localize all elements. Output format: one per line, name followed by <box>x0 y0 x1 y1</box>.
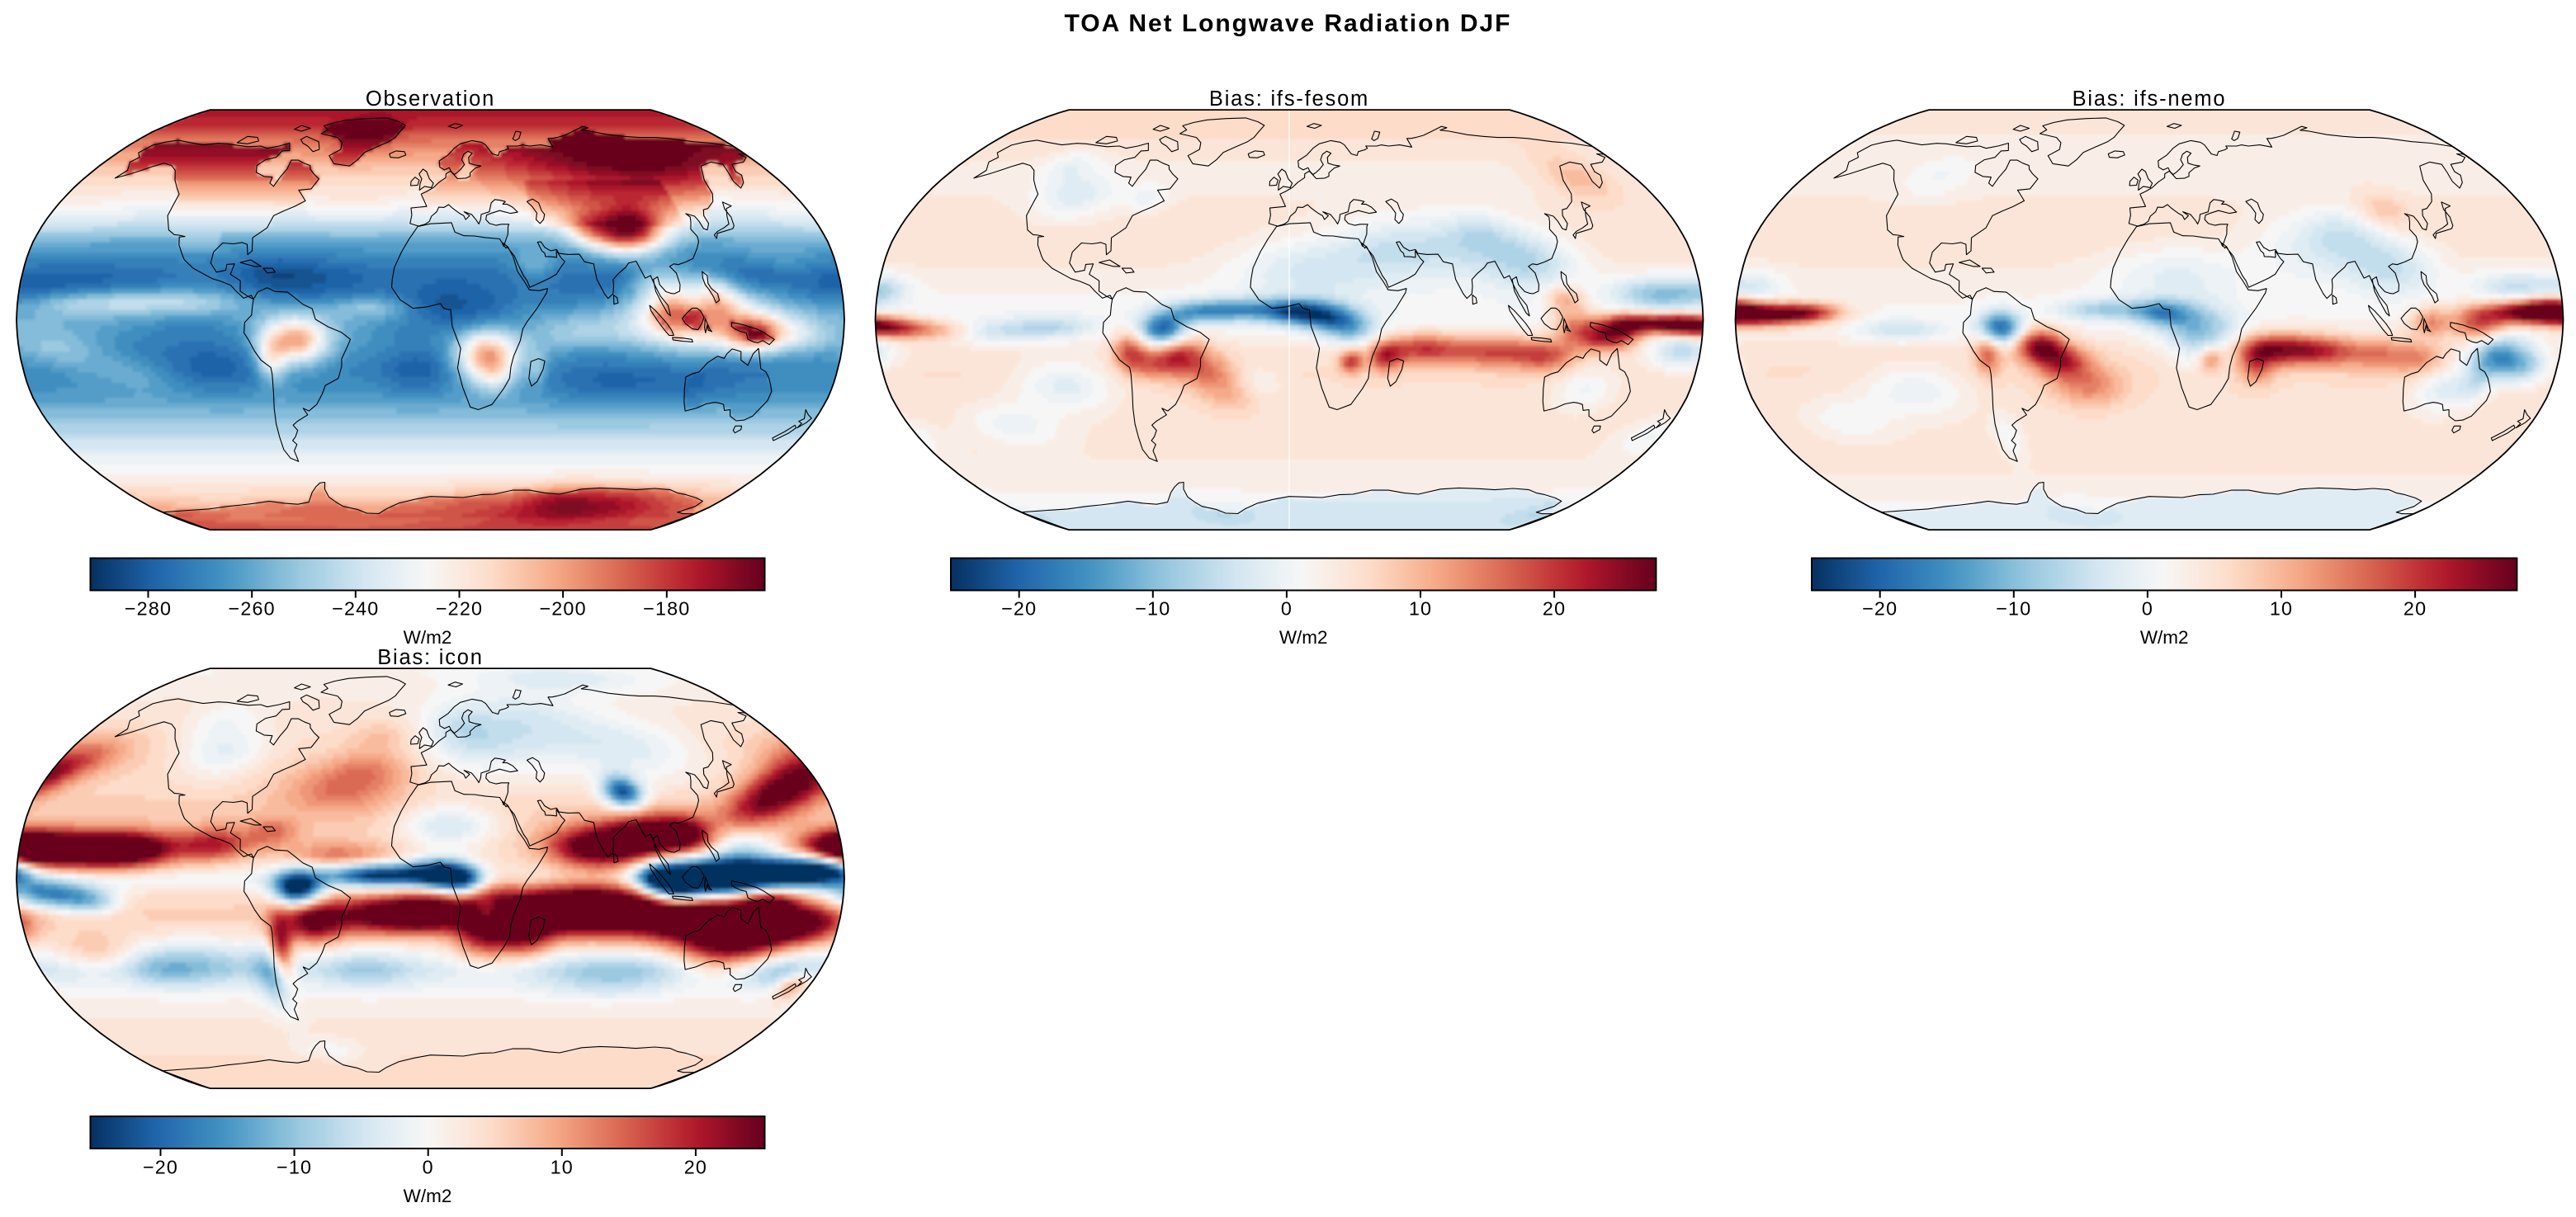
svg-text:10: 10 <box>2270 598 2293 620</box>
svg-text:−10: −10 <box>1135 598 1170 620</box>
svg-text:−20: −20 <box>143 1157 178 1178</box>
svg-text:20: 20 <box>684 1157 707 1178</box>
svg-text:0: 0 <box>423 1157 434 1178</box>
svg-text:W/m2: W/m2 <box>1279 627 1328 648</box>
svg-text:0: 0 <box>1281 598 1293 620</box>
svg-text:−240: −240 <box>332 598 379 620</box>
svg-text:−180: −180 <box>643 598 690 620</box>
svg-text:−220: −220 <box>436 598 483 620</box>
svg-text:−20: −20 <box>1862 598 1898 620</box>
svg-text:Bias: ifs-nemo: Bias: ifs-nemo <box>2073 87 2227 111</box>
svg-text:W/m2: W/m2 <box>2140 627 2189 648</box>
svg-text:−280: −280 <box>125 598 172 620</box>
svg-text:20: 20 <box>2403 598 2427 620</box>
svg-text:10: 10 <box>1409 598 1432 620</box>
svg-text:−10: −10 <box>277 1157 312 1178</box>
svg-text:Observation: Observation <box>366 87 495 111</box>
svg-text:−20: −20 <box>1001 598 1037 620</box>
svg-text:−10: −10 <box>1996 598 2031 620</box>
svg-text:Bias: icon: Bias: icon <box>377 646 484 669</box>
svg-text:W/m2: W/m2 <box>404 627 452 648</box>
svg-text:−260: −260 <box>229 598 276 620</box>
svg-text:Bias: ifs-fesom: Bias: ifs-fesom <box>1209 87 1369 111</box>
svg-text:W/m2: W/m2 <box>404 1186 452 1206</box>
svg-text:20: 20 <box>1543 598 1566 620</box>
svg-text:−200: −200 <box>539 598 586 620</box>
svg-text:0: 0 <box>2142 598 2153 620</box>
svg-text:10: 10 <box>551 1157 574 1178</box>
svg-text:TOA Net Longwave Radiation DJF: TOA Net Longwave Radiation DJF <box>1065 10 1512 37</box>
